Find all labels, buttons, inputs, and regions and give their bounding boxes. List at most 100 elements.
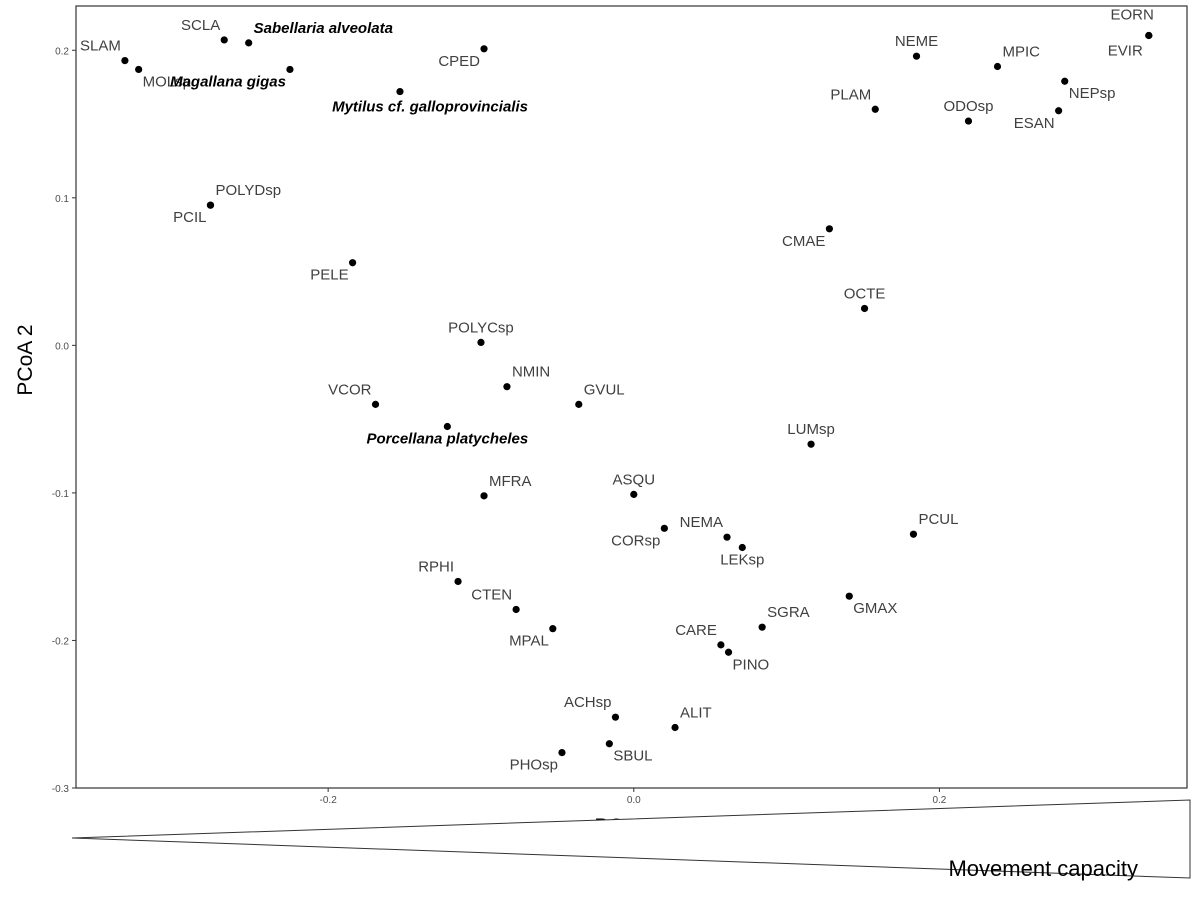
point-nepsp [1061, 77, 1069, 85]
point-porcellana-platycheles [443, 422, 451, 431]
point-label: NMIN [512, 364, 550, 381]
point-label: Magallana gigas [170, 73, 286, 90]
point-label: ACHsp [564, 694, 612, 711]
point-magallana-gigas [286, 65, 294, 74]
point-label: PCUL [918, 511, 958, 528]
point-pcul [909, 530, 918, 538]
point-cped [480, 45, 488, 53]
point-label: LUMsp [787, 421, 835, 438]
point-label: EVIR [1108, 43, 1143, 60]
point-pino [724, 648, 733, 656]
x-tick-label: -0.2 [320, 795, 338, 806]
point-label: POLYCsp [448, 319, 514, 336]
point-label: SCLA [181, 17, 220, 34]
point-pele [349, 259, 357, 267]
point-label: MPIC [1003, 43, 1041, 60]
point-label: ESAN [1014, 115, 1055, 132]
point-care [717, 641, 725, 649]
point-molsp [135, 65, 143, 74]
point-nmin [503, 383, 511, 391]
point-alit [671, 723, 679, 732]
y-tick-label: -0.2 [52, 636, 70, 647]
data-points [121, 31, 1153, 757]
point-rphi [454, 577, 462, 586]
point-label: PELE [310, 267, 348, 284]
point-label: MOLsp [143, 73, 191, 90]
point-label: EORN [1110, 7, 1153, 24]
point-polycsp [477, 338, 485, 347]
movement-capacity-wedge [71, 799, 1191, 879]
point-label: MFRA [489, 473, 532, 490]
point-leksp [738, 543, 746, 552]
point-label: Porcellana platycheles [366, 431, 528, 448]
point-label: CARE [675, 622, 717, 639]
point-label: GVUL [584, 381, 625, 398]
point-label: NEME [895, 33, 938, 50]
point-slam [121, 56, 129, 65]
point-mpic [993, 62, 1002, 71]
point-label: VCOR [328, 381, 372, 398]
point-labels: SLAM MOLsp SCLA Sabellaria alveolata Magalla… [80, 7, 1154, 774]
point-vcor [371, 400, 380, 408]
point-label: CORsp [611, 532, 660, 549]
point-label: SGRA [767, 604, 810, 621]
point-sgra [758, 623, 766, 631]
point-label: PLAM [830, 86, 871, 103]
point-nema [723, 533, 731, 541]
point-label: NEMA [680, 514, 723, 531]
point-label: ASQU [613, 471, 656, 488]
point-label: NEPsp [1069, 85, 1116, 102]
point-label: Mytilus cf. galloprovincialis [332, 99, 528, 116]
point-label: OCTE [844, 285, 886, 302]
plot-panel [75, 5, 1188, 789]
point-label: PINO [733, 656, 770, 673]
point-label: PCIL [173, 209, 206, 226]
point-label: ALIT [680, 705, 712, 722]
point-gvul [575, 400, 583, 408]
x-tick-label: 0.0 [627, 795, 641, 806]
point-label: Sabellaria alveolata [254, 20, 393, 37]
point-mytilus-cf-galloprovincialis [396, 87, 404, 96]
x-axis-ticks: -0.2 0.0 0.2 [320, 788, 947, 806]
point-label: CPED [438, 53, 480, 70]
y-axis-title: PCoA 2 [14, 324, 37, 395]
point-sabellaria-alveolata [245, 39, 253, 47]
movement-capacity-label: Movement capacity [948, 856, 1138, 881]
point-label: GMAX [853, 600, 897, 617]
y-tick-label: 0.1 [55, 194, 69, 205]
point-corsp [660, 524, 668, 532]
point-odosp [964, 117, 973, 125]
point-scla [220, 36, 228, 44]
point-label: POLYDsp [215, 182, 281, 199]
point-label: ODOsp [943, 98, 993, 115]
point-label: PHOsp [510, 757, 558, 774]
point-lumsp [807, 440, 815, 448]
point-sbul [605, 740, 613, 748]
point-pcil [206, 201, 215, 209]
point-evir [1145, 31, 1153, 40]
point-phosp [558, 748, 566, 757]
point-label: MPAL [509, 633, 549, 650]
point-achsp [611, 713, 620, 721]
point-mfra [480, 492, 488, 500]
point-octe [860, 304, 869, 313]
y-axis-ticks: -0.3 -0.2 -0.1 0.0 0.1 0.2 [52, 46, 76, 795]
point-label: RPHI [418, 558, 454, 575]
point-label: SBUL [613, 748, 652, 765]
point-mpal [549, 625, 557, 633]
x-tick-label: 0.2 [932, 795, 946, 806]
point-label: SLAM [80, 38, 121, 55]
point-neme [912, 52, 921, 60]
y-tick-label: -0.1 [52, 489, 70, 500]
point-cmae [825, 225, 834, 233]
point-gmax [845, 592, 853, 600]
point-cten [512, 605, 520, 614]
point-plam [871, 105, 879, 113]
y-tick-label: 0.0 [55, 341, 69, 352]
point-esan [1055, 107, 1063, 115]
point-label: CTEN [471, 586, 512, 603]
point-asqu [630, 490, 638, 498]
point-label: CMAE [782, 233, 825, 250]
point-label: LEKsp [720, 551, 764, 568]
